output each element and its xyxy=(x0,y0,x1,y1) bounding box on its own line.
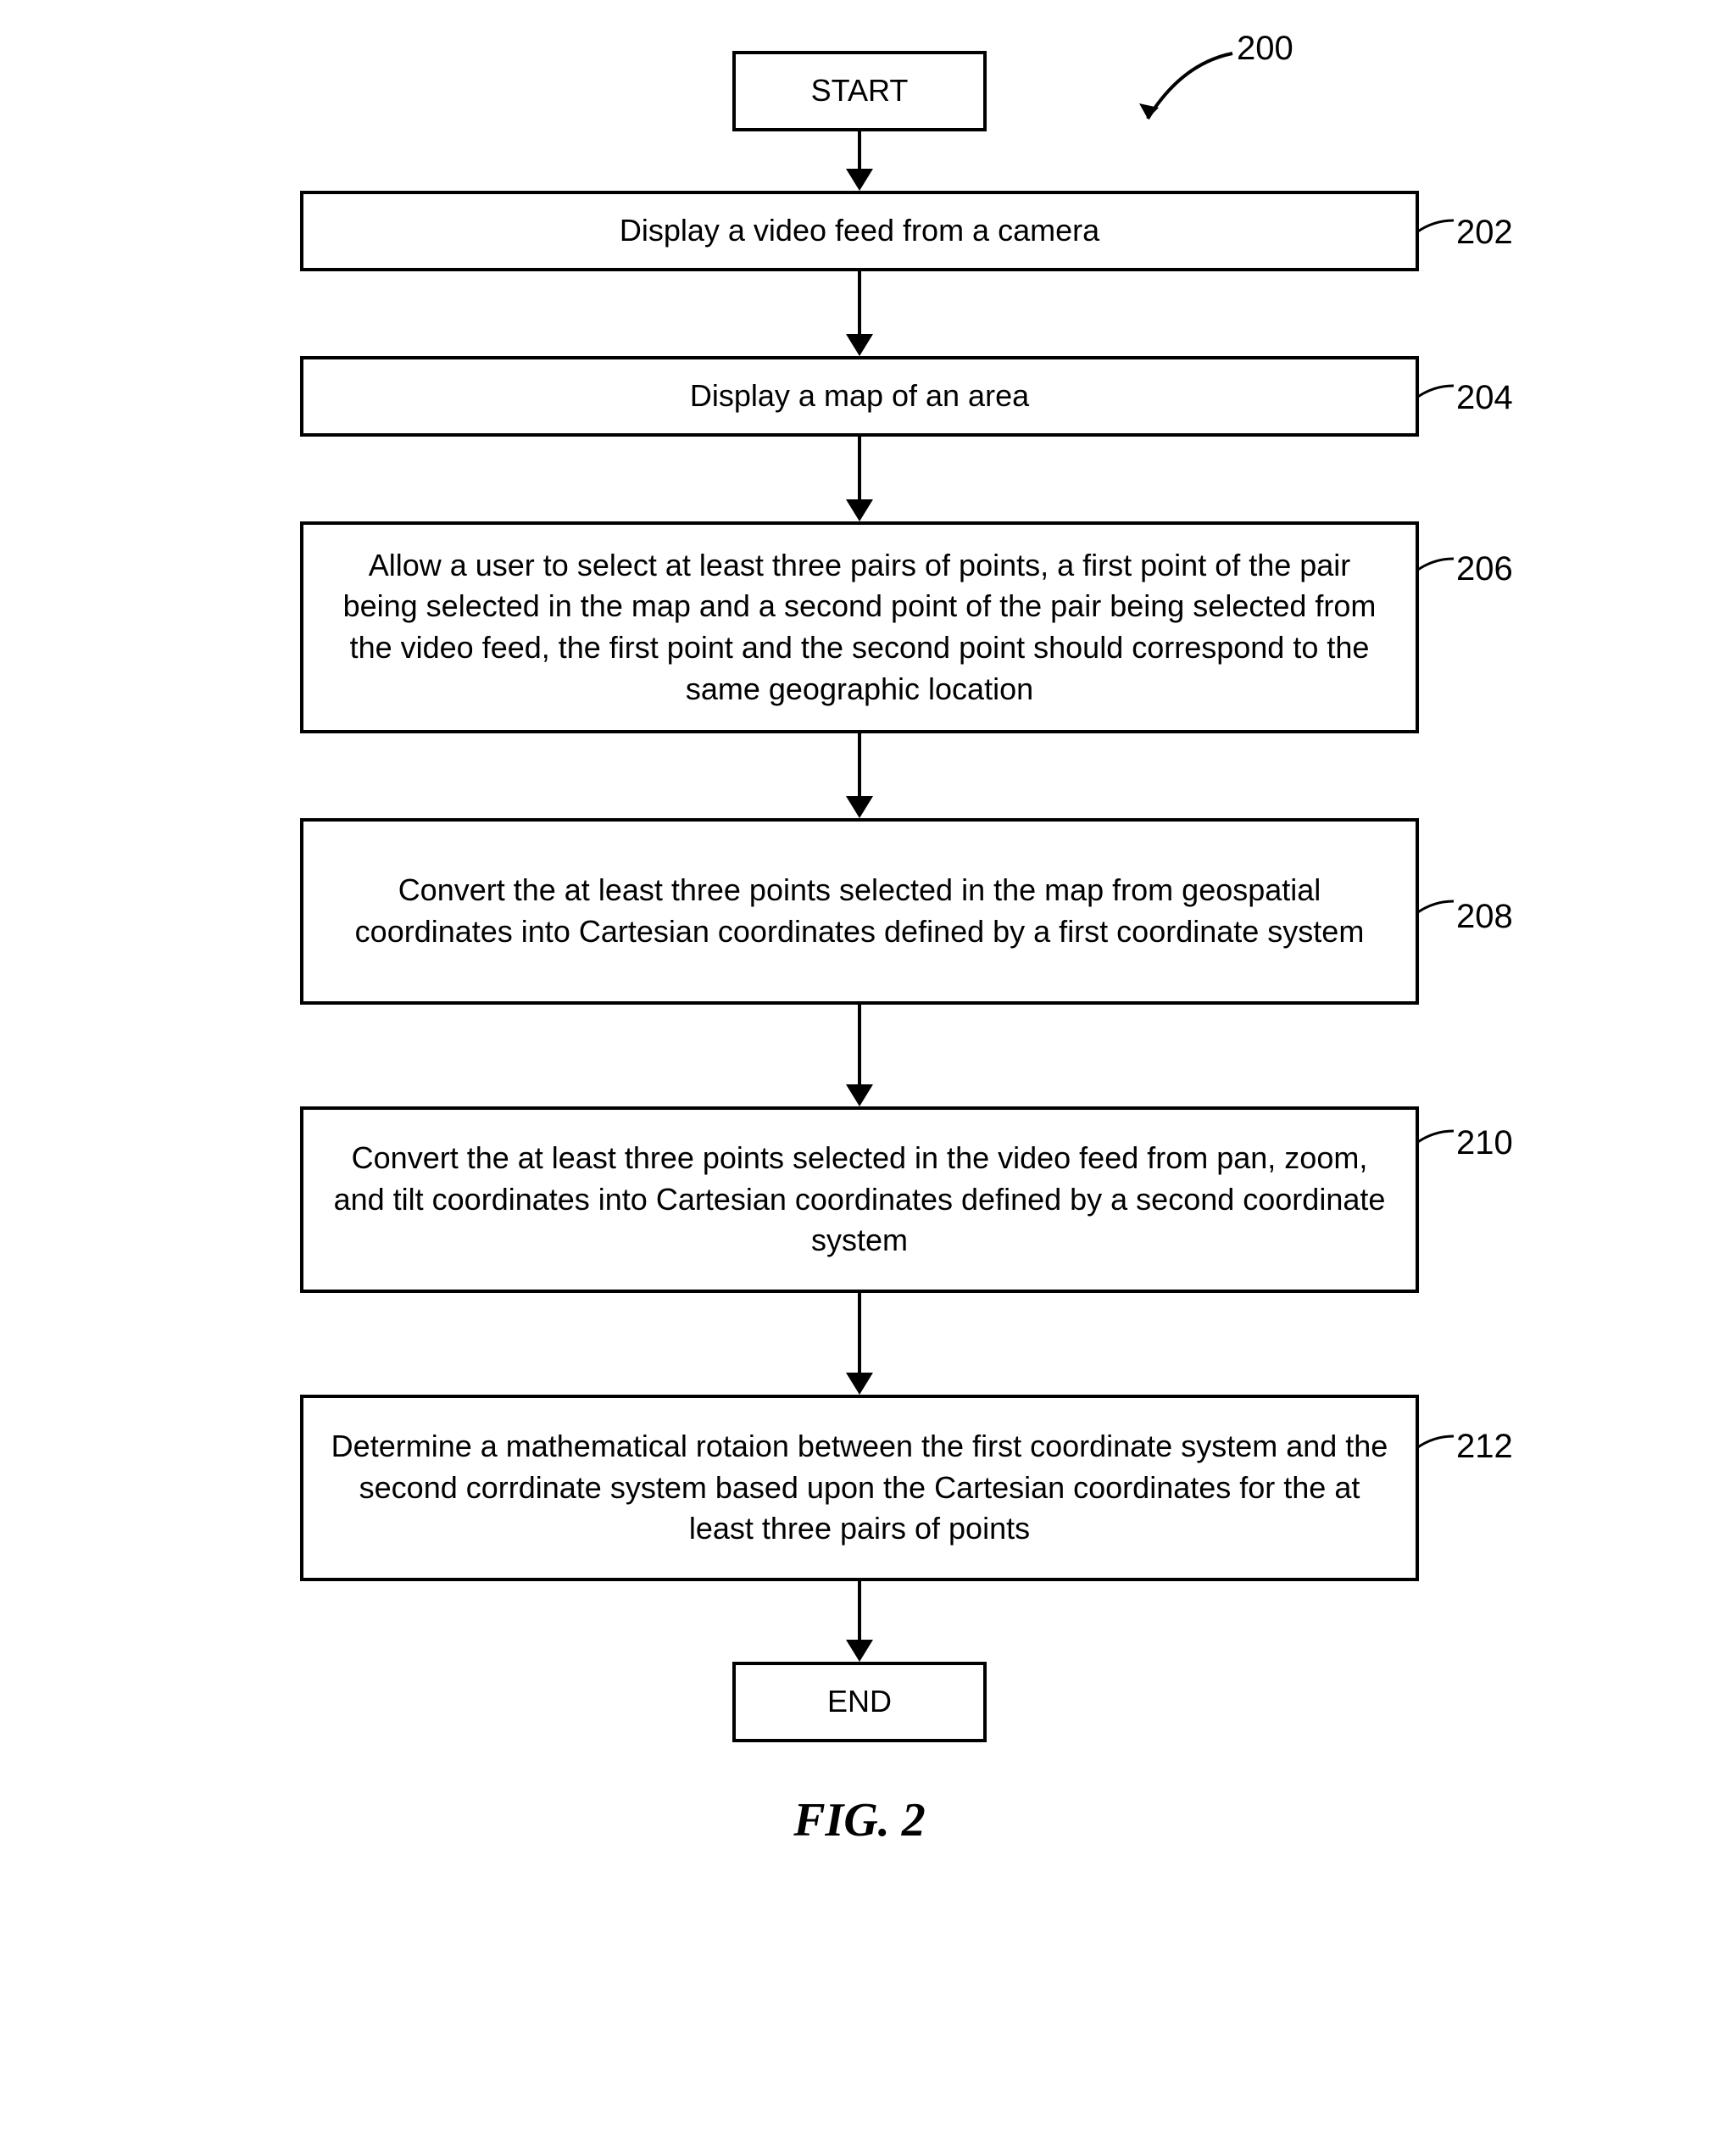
end-node: END xyxy=(732,1662,987,1742)
process-202-text: Display a video feed from a camera xyxy=(620,210,1099,252)
process-208-text: Convert the at least three points select… xyxy=(329,870,1390,952)
process-202: Display a video feed from a camera 202 xyxy=(300,191,1419,271)
process-208: Convert the at least three points select… xyxy=(300,818,1419,1005)
arrow-0 xyxy=(846,131,873,191)
arrow-4 xyxy=(846,1005,873,1106)
label-208: 208 xyxy=(1456,894,1513,939)
start-node: START xyxy=(732,51,987,131)
process-212: Determine a mathematical rotaion between… xyxy=(300,1395,1419,1581)
process-204-text: Display a map of an area xyxy=(690,376,1029,417)
arrow-5 xyxy=(846,1293,873,1395)
process-212-text: Determine a mathematical rotaion between… xyxy=(329,1426,1390,1550)
process-210-text: Convert the at least three points select… xyxy=(329,1138,1390,1262)
label-204: 204 xyxy=(1456,375,1513,421)
arrow-1 xyxy=(846,271,873,356)
label-202: 202 xyxy=(1456,209,1513,255)
start-text: START xyxy=(811,70,909,112)
label-210: 210 xyxy=(1456,1120,1513,1166)
process-206: Allow a user to select at least three pa… xyxy=(300,521,1419,733)
label-212: 212 xyxy=(1456,1423,1513,1469)
process-204: Display a map of an area 204 xyxy=(300,356,1419,437)
flowchart-container: 200 START Display a video feed from a ca… xyxy=(266,51,1453,1847)
process-206-text: Allow a user to select at least three pa… xyxy=(329,545,1390,710)
figure-ref-label: 200 xyxy=(1237,30,1293,68)
end-text: END xyxy=(827,1681,892,1723)
figure-caption: FIG. 2 xyxy=(793,1793,926,1847)
arrow-6 xyxy=(846,1581,873,1662)
label-206: 206 xyxy=(1456,546,1513,592)
arrow-2 xyxy=(846,437,873,521)
arrow-3 xyxy=(846,733,873,818)
process-210: Convert the at least three points select… xyxy=(300,1106,1419,1293)
